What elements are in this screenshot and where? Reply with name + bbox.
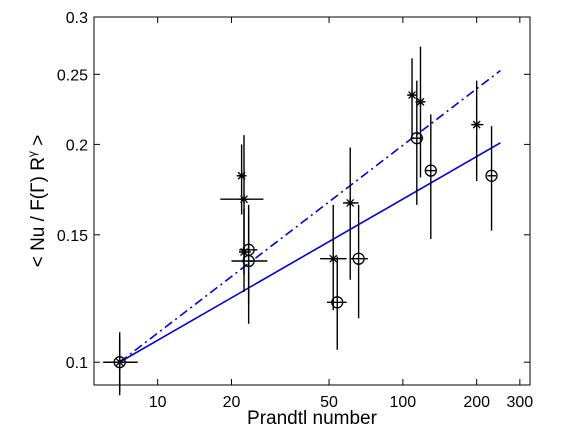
circle-marker bbox=[424, 164, 437, 177]
y-axis-label-end: > bbox=[28, 135, 49, 151]
x-tick-label: 50 bbox=[320, 394, 338, 411]
asterisk-marker bbox=[407, 90, 418, 101]
asterisk-marker bbox=[328, 253, 339, 264]
circle-marker bbox=[242, 254, 255, 268]
y-axis-label: < Nu / F(Γ) Rγ > bbox=[25, 135, 49, 268]
fit-lines bbox=[119, 69, 501, 363]
error-bars bbox=[103, 46, 497, 396]
circle-marker bbox=[113, 356, 126, 369]
asterisk-marker bbox=[114, 357, 125, 368]
x-tick-label: 100 bbox=[390, 394, 417, 411]
y-axis-label-main: < Nu / F(Γ) R bbox=[28, 157, 49, 267]
x-tick-label: 10 bbox=[149, 394, 167, 411]
asterisk-marker bbox=[236, 170, 247, 181]
x-axis-label: Prandtl number bbox=[247, 408, 378, 429]
asterisk-marker bbox=[239, 194, 250, 205]
asterisk-marker bbox=[415, 96, 426, 107]
circle-marker bbox=[331, 296, 344, 309]
fit-line-dash-dot bbox=[119, 69, 501, 363]
x-tick-label: 300 bbox=[506, 394, 533, 411]
y-tick-label: 0.25 bbox=[57, 67, 88, 84]
x-tick-label: 200 bbox=[463, 394, 490, 411]
y-tick-label: 0.1 bbox=[66, 355, 88, 372]
asterisk-marker bbox=[345, 197, 356, 208]
plot-frame bbox=[93, 16, 531, 386]
x-tick-label: 20 bbox=[223, 394, 241, 411]
y-axis-label-sup: γ bbox=[25, 151, 39, 157]
y-tick-label: 0.15 bbox=[57, 228, 88, 245]
circle-marker bbox=[352, 252, 365, 265]
x-axis-ticks: 10 20 50 100 200 300 bbox=[149, 17, 533, 411]
asterisk-marker bbox=[471, 119, 482, 130]
y-tick-label: 0.3 bbox=[66, 10, 88, 27]
markers bbox=[113, 90, 498, 369]
fit-line-solid bbox=[119, 142, 501, 363]
y-tick-label: 0.2 bbox=[66, 137, 88, 154]
y-axis-ticks: 0.1 0.15 0.2 0.25 0.3 bbox=[57, 10, 530, 372]
circle-marker bbox=[485, 169, 498, 182]
circle-marker bbox=[410, 132, 423, 145]
